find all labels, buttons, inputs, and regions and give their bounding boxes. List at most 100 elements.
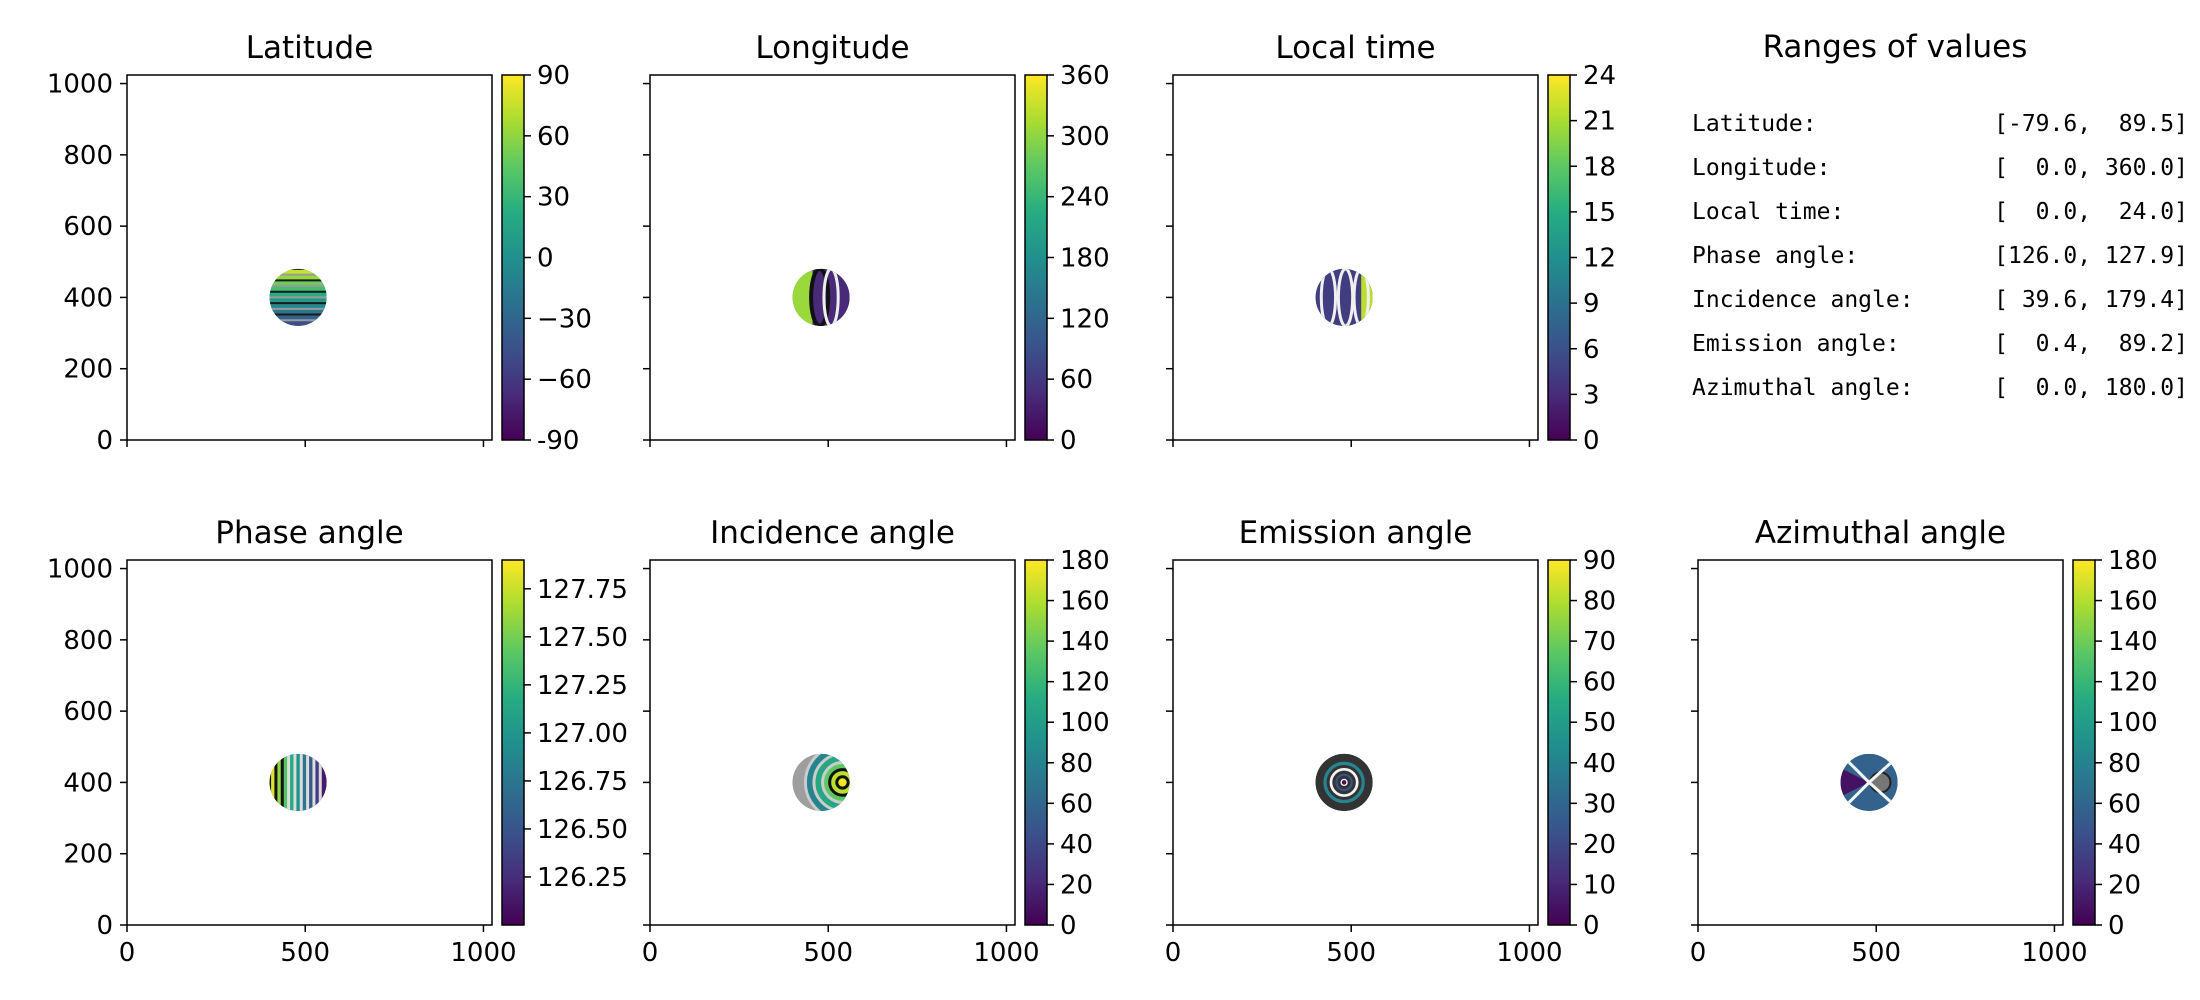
axes-frame xyxy=(649,559,1016,926)
range-row: Longitude: [ 0.0, 360.0] xyxy=(1692,155,2188,181)
panel-title: Phase angle xyxy=(215,515,403,551)
x-tick-label: 500 xyxy=(1851,938,1901,968)
range-row: Phase angle: [126.0, 127.9] xyxy=(1692,243,2188,269)
colorbar-tick-label: 60 xyxy=(537,122,570,152)
planet-disk xyxy=(1840,753,1898,811)
colorbar-tick-label: 0 xyxy=(1583,426,1600,456)
axes-frame xyxy=(649,74,1016,441)
planet-disk xyxy=(792,753,850,811)
colorbar-tick-label: −30 xyxy=(537,304,592,334)
panel-title: Emission angle xyxy=(1239,515,1473,551)
panel-title: Latitude xyxy=(246,30,374,66)
colorbar-tick-label: 6 xyxy=(1583,335,1600,365)
colorbar-tick-label: 127.00 xyxy=(537,719,628,749)
x-tick-label: 0 xyxy=(642,938,659,968)
y-tick-label: 800 xyxy=(63,626,113,656)
colorbar-tick-label: 127.75 xyxy=(537,575,628,605)
y-tick-label: 1000 xyxy=(47,555,113,585)
range-value: [ 39.6, 179.4] xyxy=(1994,287,2188,313)
range-row: Local time: [ 0.0, 24.0] xyxy=(1692,199,2188,225)
y-tick-label: 400 xyxy=(63,768,113,798)
planet-disk xyxy=(1315,753,1373,811)
colorbar xyxy=(1024,74,1048,441)
panel-azimuthal-angle: Azimuthal angle 0 500 1000 0 20 40 60 80 100 120 14… xyxy=(1690,515,2158,968)
panels: Latitude02004006008001000-90−60−30030609… xyxy=(47,30,2158,968)
colorbar-tick-label: 0 xyxy=(1583,911,1600,941)
colorbar-tick-label: 10 xyxy=(1583,870,1616,900)
range-value: [-79.6, 89.5] xyxy=(1994,111,2188,137)
colorbar-tick-label: 40 xyxy=(2108,830,2141,860)
panel-incidence-angle: Incidence angle 0 500 1000 0 20 40 60 80 100 120 14… xyxy=(642,515,1110,968)
colorbar xyxy=(1547,74,1571,441)
colorbar xyxy=(501,74,525,441)
y-tick-label: 200 xyxy=(63,355,113,385)
colorbar-tick-label: 40 xyxy=(1583,749,1616,779)
panel-title: Incidence angle xyxy=(710,515,955,551)
range-row: Incidence angle: [ 39.6, 179.4] xyxy=(1692,287,2188,313)
panel-title: Longitude xyxy=(755,30,909,66)
colorbar xyxy=(1547,559,1571,926)
range-row: Azimuthal angle: [ 0.0, 180.0] xyxy=(1692,375,2188,401)
range-row: Emission angle: [ 0.4, 89.2] xyxy=(1692,331,2188,357)
colorbar-tick-label: 20 xyxy=(1583,830,1616,860)
panel-title: Local time xyxy=(1275,30,1435,66)
colorbar-tick-label: −60 xyxy=(537,365,592,395)
planet-disk xyxy=(269,753,327,811)
colorbar-tick-label: 120 xyxy=(1060,304,1110,334)
colorbar-tick-label: 80 xyxy=(1060,749,1093,779)
colorbar-tick-label: 300 xyxy=(1060,122,1110,152)
y-tick-label: 600 xyxy=(63,697,113,727)
axes-frame xyxy=(1172,559,1539,926)
x-tick-label: 1000 xyxy=(450,938,516,968)
planet-disk xyxy=(792,268,850,326)
range-label: Emission angle: xyxy=(1692,331,1900,357)
colorbar-tick-label: 160 xyxy=(1060,587,1110,617)
y-tick-label: 0 xyxy=(96,426,113,456)
axes-frame xyxy=(126,74,493,441)
range-label: Latitude: xyxy=(1692,111,1817,137)
colorbar-tick-label: 120 xyxy=(2108,668,2158,698)
panel-longitude: Longitude 0 60 120 180 240 300 360 xyxy=(643,30,1110,456)
colorbar-tick-label: 60 xyxy=(1060,789,1093,819)
x-tick-label: 500 xyxy=(280,938,330,968)
colorbar-tick-label: 90 xyxy=(537,61,570,91)
colorbar-tick-label: 0 xyxy=(2108,911,2125,941)
colorbar-tick-label: 90 xyxy=(1583,546,1616,576)
colorbar-tick-label: 0 xyxy=(1060,426,1077,456)
panel-phase-angle: Phase angle 0 200 400 600 800 1000 0 500 1000 126.… xyxy=(47,515,628,968)
range-value: [126.0, 127.9] xyxy=(1994,243,2188,269)
range-value: [ 0.4, 89.2] xyxy=(1994,331,2188,357)
range-label: Longitude: xyxy=(1692,155,1830,181)
colorbar-tick-label: 80 xyxy=(2108,749,2141,779)
x-tick-label: 1000 xyxy=(1496,938,1562,968)
x-tick-label: 0 xyxy=(119,938,136,968)
range-value: [ 0.0, 24.0] xyxy=(1994,199,2188,225)
colorbar-tick-label: 3 xyxy=(1583,380,1600,410)
colorbar xyxy=(2072,559,2096,926)
colorbar-tick-label: 240 xyxy=(1060,183,1110,213)
colorbar-tick-label: 180 xyxy=(1060,244,1110,274)
y-tick-label: 600 xyxy=(63,212,113,242)
colorbar-tick-label: 24 xyxy=(1583,61,1616,91)
axes-frame xyxy=(1172,74,1539,441)
axes-frame xyxy=(1697,559,2064,926)
planet-disk xyxy=(269,268,327,326)
colorbar-tick-label: 0 xyxy=(1060,911,1077,941)
colorbar-tick-label: 70 xyxy=(1583,627,1616,657)
colorbar-tick-label: 12 xyxy=(1583,244,1616,274)
x-tick-label: 500 xyxy=(803,938,853,968)
panel-local-time: Local time 0 3 6 9 12 15 18 21 24 xyxy=(1166,30,1616,456)
ranges-title: Ranges of values xyxy=(1763,29,2028,65)
colorbar-tick-label: 126.25 xyxy=(537,863,628,893)
colorbar xyxy=(501,559,525,926)
colorbar-tick-label: 126.50 xyxy=(537,815,628,845)
y-tick-label: 200 xyxy=(63,840,113,870)
range-label: Phase angle: xyxy=(1692,243,1858,269)
x-tick-label: 1000 xyxy=(2021,938,2087,968)
colorbar-tick-label: 126.75 xyxy=(537,767,628,797)
axes-frame xyxy=(126,559,493,926)
colorbar-tick-label: 140 xyxy=(2108,627,2158,657)
colorbar-tick-label: 360 xyxy=(1060,61,1110,91)
colorbar-tick-label: 60 xyxy=(1583,668,1616,698)
